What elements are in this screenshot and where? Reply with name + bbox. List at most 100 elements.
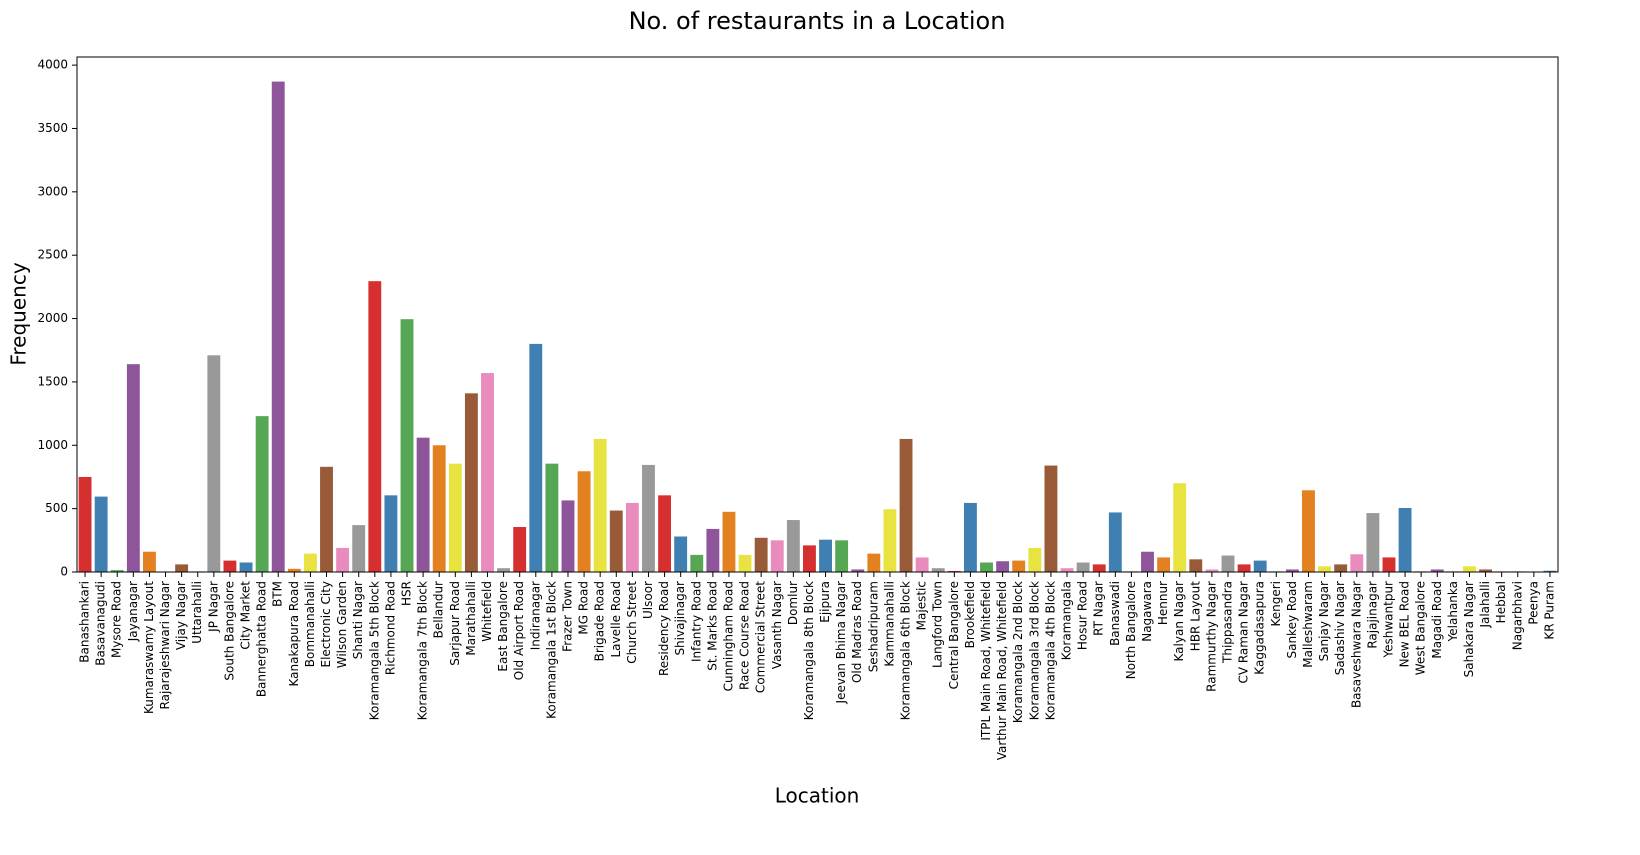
x-tick-label: Lavelle Road [609,581,623,658]
x-tick-label: South Bangalore [222,581,236,681]
x-tick-label: Old Airport Road [512,581,526,680]
bar [223,560,237,572]
bar [1092,564,1106,572]
bar [963,502,977,572]
x-tick-label: Hebbal [1494,581,1508,623]
x-tick-label: West Bangalore [1414,581,1428,675]
bar [1076,562,1090,572]
x-tick-label: Mysore Road [110,581,124,658]
bar [1398,508,1412,572]
bar [384,495,398,572]
x-tick-label: Basavanagudi [94,581,108,666]
x-tick-label: Koramangala 2nd Block [1011,581,1025,723]
x-tick-label: Hennur [1156,581,1170,625]
bar [1221,555,1235,572]
bar [1318,566,1332,572]
x-axis-label: Location [775,784,860,808]
x-tick-label: St. Marks Road [705,581,719,671]
x-tick-label: Banashankari [78,581,92,663]
x-tick-label: Koramangala 4th Block [1043,581,1057,720]
x-tick-label: Uttarahalli [190,581,204,644]
x-tick-label: Kanakapura Road [287,581,301,687]
bar [1302,490,1315,572]
bar [255,416,269,572]
x-tick-label: Wilson Garden [335,581,349,668]
bar [577,471,591,572]
bar [529,343,543,572]
bar [1334,564,1348,572]
x-tick-label: Peenya [1526,581,1540,625]
x-tick-label: Sarjapur Road [448,581,462,666]
bar [207,355,221,572]
bar [1173,483,1187,572]
bar [432,445,446,572]
x-tick-label: Residency Road [657,581,671,676]
x-tick-label: Bellandur [432,581,446,638]
x-tick-label: Jeevan Bhima Nagar [834,581,848,705]
x-tick-label: HSR [400,581,414,606]
y-tick-label: 2500 [37,248,68,262]
x-tick-label: Langford Town [931,581,945,668]
x-tick-label: Thippasandra [1220,581,1234,664]
bar [1044,465,1058,572]
x-tick-label: Brookefield [963,581,977,648]
x-tick-label: Whitefield [480,581,494,642]
bar [1463,566,1476,572]
x-tick-label: Sankey Road [1285,581,1299,659]
bar [1141,551,1154,572]
x-tick-label: Rajarajeshwari Nagar [158,581,172,710]
bar [1028,547,1042,572]
x-tick-label: Vasanth Nagar [770,581,784,669]
x-tick-label: Yeshwantpur [1381,581,1395,659]
x-tick-label: Frazer Town [560,581,574,652]
x-tick-label: Magadi Road [1430,581,1444,659]
x-tick-label: City Market [239,581,253,650]
x-tick-label: Ulsoor [641,581,655,619]
x-tick-label: Koramangala [1060,581,1074,660]
y-tick-label: 2000 [37,311,68,325]
bar [996,561,1010,572]
bar [674,536,688,572]
x-tick-label: Koramangala 1st Block [544,581,558,719]
bar [1060,568,1074,572]
x-tick-label: Kaggadasapura [1253,581,1267,675]
x-tick-label: Majestic [915,581,929,630]
bar [819,539,832,572]
bar [448,463,462,572]
x-tick-label: Varthur Main Road, Whitefield [995,581,1009,760]
x-tick-label: Indiranagar [528,581,542,650]
bar [513,527,527,572]
bar [1430,569,1444,572]
bar [625,502,639,572]
x-tick-label: Basaveshwara Nagar [1349,581,1363,708]
bar [1285,569,1299,572]
bar [1108,512,1122,572]
x-tick-label: Koramangala 3rd Block [1027,581,1041,720]
bar [143,551,156,572]
x-tick-label: Koramangala 6th Block [899,581,913,720]
bar [658,495,672,572]
bar [1382,557,1396,572]
x-tick-label: Ejipura [818,581,832,623]
bar [1189,559,1203,572]
x-tick-label: Yelahanka [1446,581,1460,642]
x-tick-label: Koramangala 8th Block [802,581,816,720]
x-tick-label: Marathahalli [464,581,478,656]
x-tick-label: North Bangalore [1124,581,1138,679]
bar [770,540,784,572]
bar [94,496,108,572]
bar [303,553,317,572]
y-tick-label: 4000 [37,58,68,72]
x-tick-label: Hosur Road [1076,581,1090,650]
y-axis-label: Frequency [7,262,31,365]
bar [786,520,800,572]
bar [400,319,414,572]
x-tick-label: Brigade Road [593,581,607,661]
x-tick-label: Nagarbhavi [1510,581,1524,650]
x-tick-label: Malleshwaram [1301,581,1315,668]
bar [931,568,945,572]
x-tick-label: Rammurthy Nagar [1204,581,1218,692]
x-tick-label: BTM [271,581,285,607]
x-tick-label: Jayanagar [126,581,140,642]
